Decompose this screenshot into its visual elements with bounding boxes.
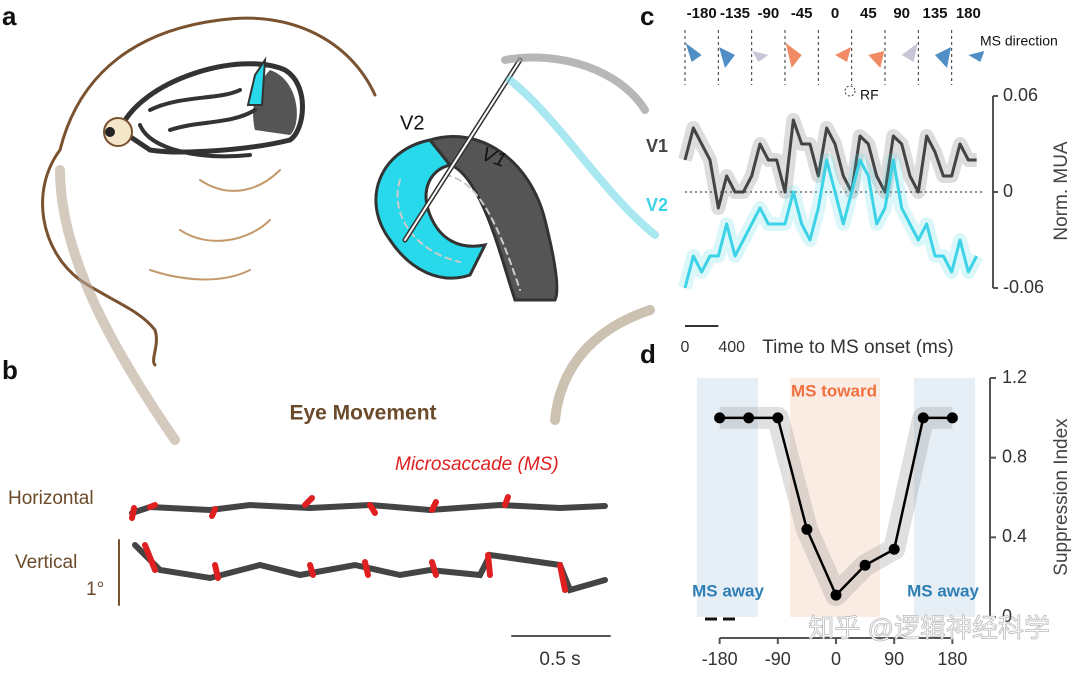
data-point bbox=[830, 589, 842, 601]
data-point bbox=[772, 412, 784, 424]
direction-label: 135 bbox=[922, 5, 947, 22]
scale-label: 1° bbox=[86, 579, 104, 600]
direction-icon bbox=[785, 43, 802, 68]
rf-icon bbox=[844, 85, 856, 97]
panel-label: c bbox=[640, 1, 654, 31]
series-label: V1 bbox=[646, 136, 668, 156]
panel-label: d bbox=[640, 339, 656, 369]
y-tick-label: 0.4 bbox=[1002, 526, 1027, 546]
toward-band bbox=[790, 378, 880, 617]
y-axis-label: Suppression Index bbox=[1051, 418, 1072, 576]
x-tick-label: 90 bbox=[884, 649, 904, 669]
x-tick-label: 0 bbox=[831, 649, 841, 669]
y-tick-label: 0.06 bbox=[1003, 85, 1038, 105]
panel-label: a bbox=[2, 1, 17, 31]
direction-label: -90 bbox=[757, 5, 779, 22]
direction-icon bbox=[685, 43, 702, 62]
series-label: V2 bbox=[646, 195, 668, 215]
annotation: MS toward bbox=[791, 381, 877, 400]
direction-icon bbox=[835, 47, 851, 62]
direction-label: -135 bbox=[720, 5, 750, 22]
title: Eye Movement bbox=[289, 402, 436, 425]
data-point bbox=[946, 412, 958, 424]
data-point bbox=[743, 412, 755, 424]
direction-icon bbox=[935, 47, 951, 68]
annotation: MS away bbox=[692, 581, 764, 600]
x-tick-label: 0 bbox=[681, 339, 690, 356]
row-label: Vertical bbox=[15, 552, 77, 573]
panel-label: b bbox=[2, 355, 18, 385]
direction-icon bbox=[901, 43, 918, 62]
series-line bbox=[683, 118, 977, 210]
direction-label: 90 bbox=[893, 5, 910, 22]
legend: Microsaccade (MS) bbox=[395, 454, 559, 475]
rf-label: RF bbox=[860, 87, 879, 103]
data-point bbox=[917, 412, 929, 424]
y-tick-label: 0.8 bbox=[1002, 446, 1027, 466]
y-tick-label: 0 bbox=[1002, 606, 1012, 626]
watermark: 知乎 @逻辑神经科学 bbox=[808, 613, 1050, 643]
x-tick-label: -180 bbox=[702, 649, 738, 669]
row-label: Horizontal bbox=[8, 488, 94, 509]
eye-traces bbox=[118, 494, 611, 637]
direction-icon bbox=[868, 51, 885, 68]
direction-icon bbox=[719, 47, 735, 68]
y-tick-label: 0 bbox=[1003, 181, 1013, 201]
direction-label: 0 bbox=[831, 5, 839, 22]
x-tick-label: 180 bbox=[937, 649, 967, 669]
direction-label: -45 bbox=[791, 5, 813, 22]
y-tick-label: 1.2 bbox=[1002, 367, 1027, 387]
data-point bbox=[714, 412, 726, 424]
x-tick-label: -90 bbox=[765, 649, 791, 669]
y-tick-label: -0.06 bbox=[1003, 277, 1044, 297]
monkey-illustration bbox=[41, 16, 659, 445]
x-axis-label: Time to MS onset (ms) bbox=[762, 337, 953, 358]
direction-label: 180 bbox=[956, 5, 981, 22]
data-point bbox=[888, 543, 900, 555]
data-point bbox=[801, 523, 813, 535]
data-point bbox=[859, 559, 871, 571]
scale-label: 0.5 s bbox=[539, 649, 580, 670]
direction-caption: MS direction bbox=[980, 33, 1058, 49]
y-axis-label: Norm. MUA bbox=[1051, 141, 1072, 241]
direction-label: -180 bbox=[687, 5, 717, 22]
series-line bbox=[683, 158, 978, 289]
direction-label: 45 bbox=[860, 5, 877, 22]
annotation: MS away bbox=[907, 581, 979, 600]
direction-icon bbox=[752, 51, 769, 62]
direction-icon bbox=[968, 51, 985, 62]
x-tick-label: 400 bbox=[718, 339, 745, 356]
area-label: V2 bbox=[400, 112, 424, 134]
